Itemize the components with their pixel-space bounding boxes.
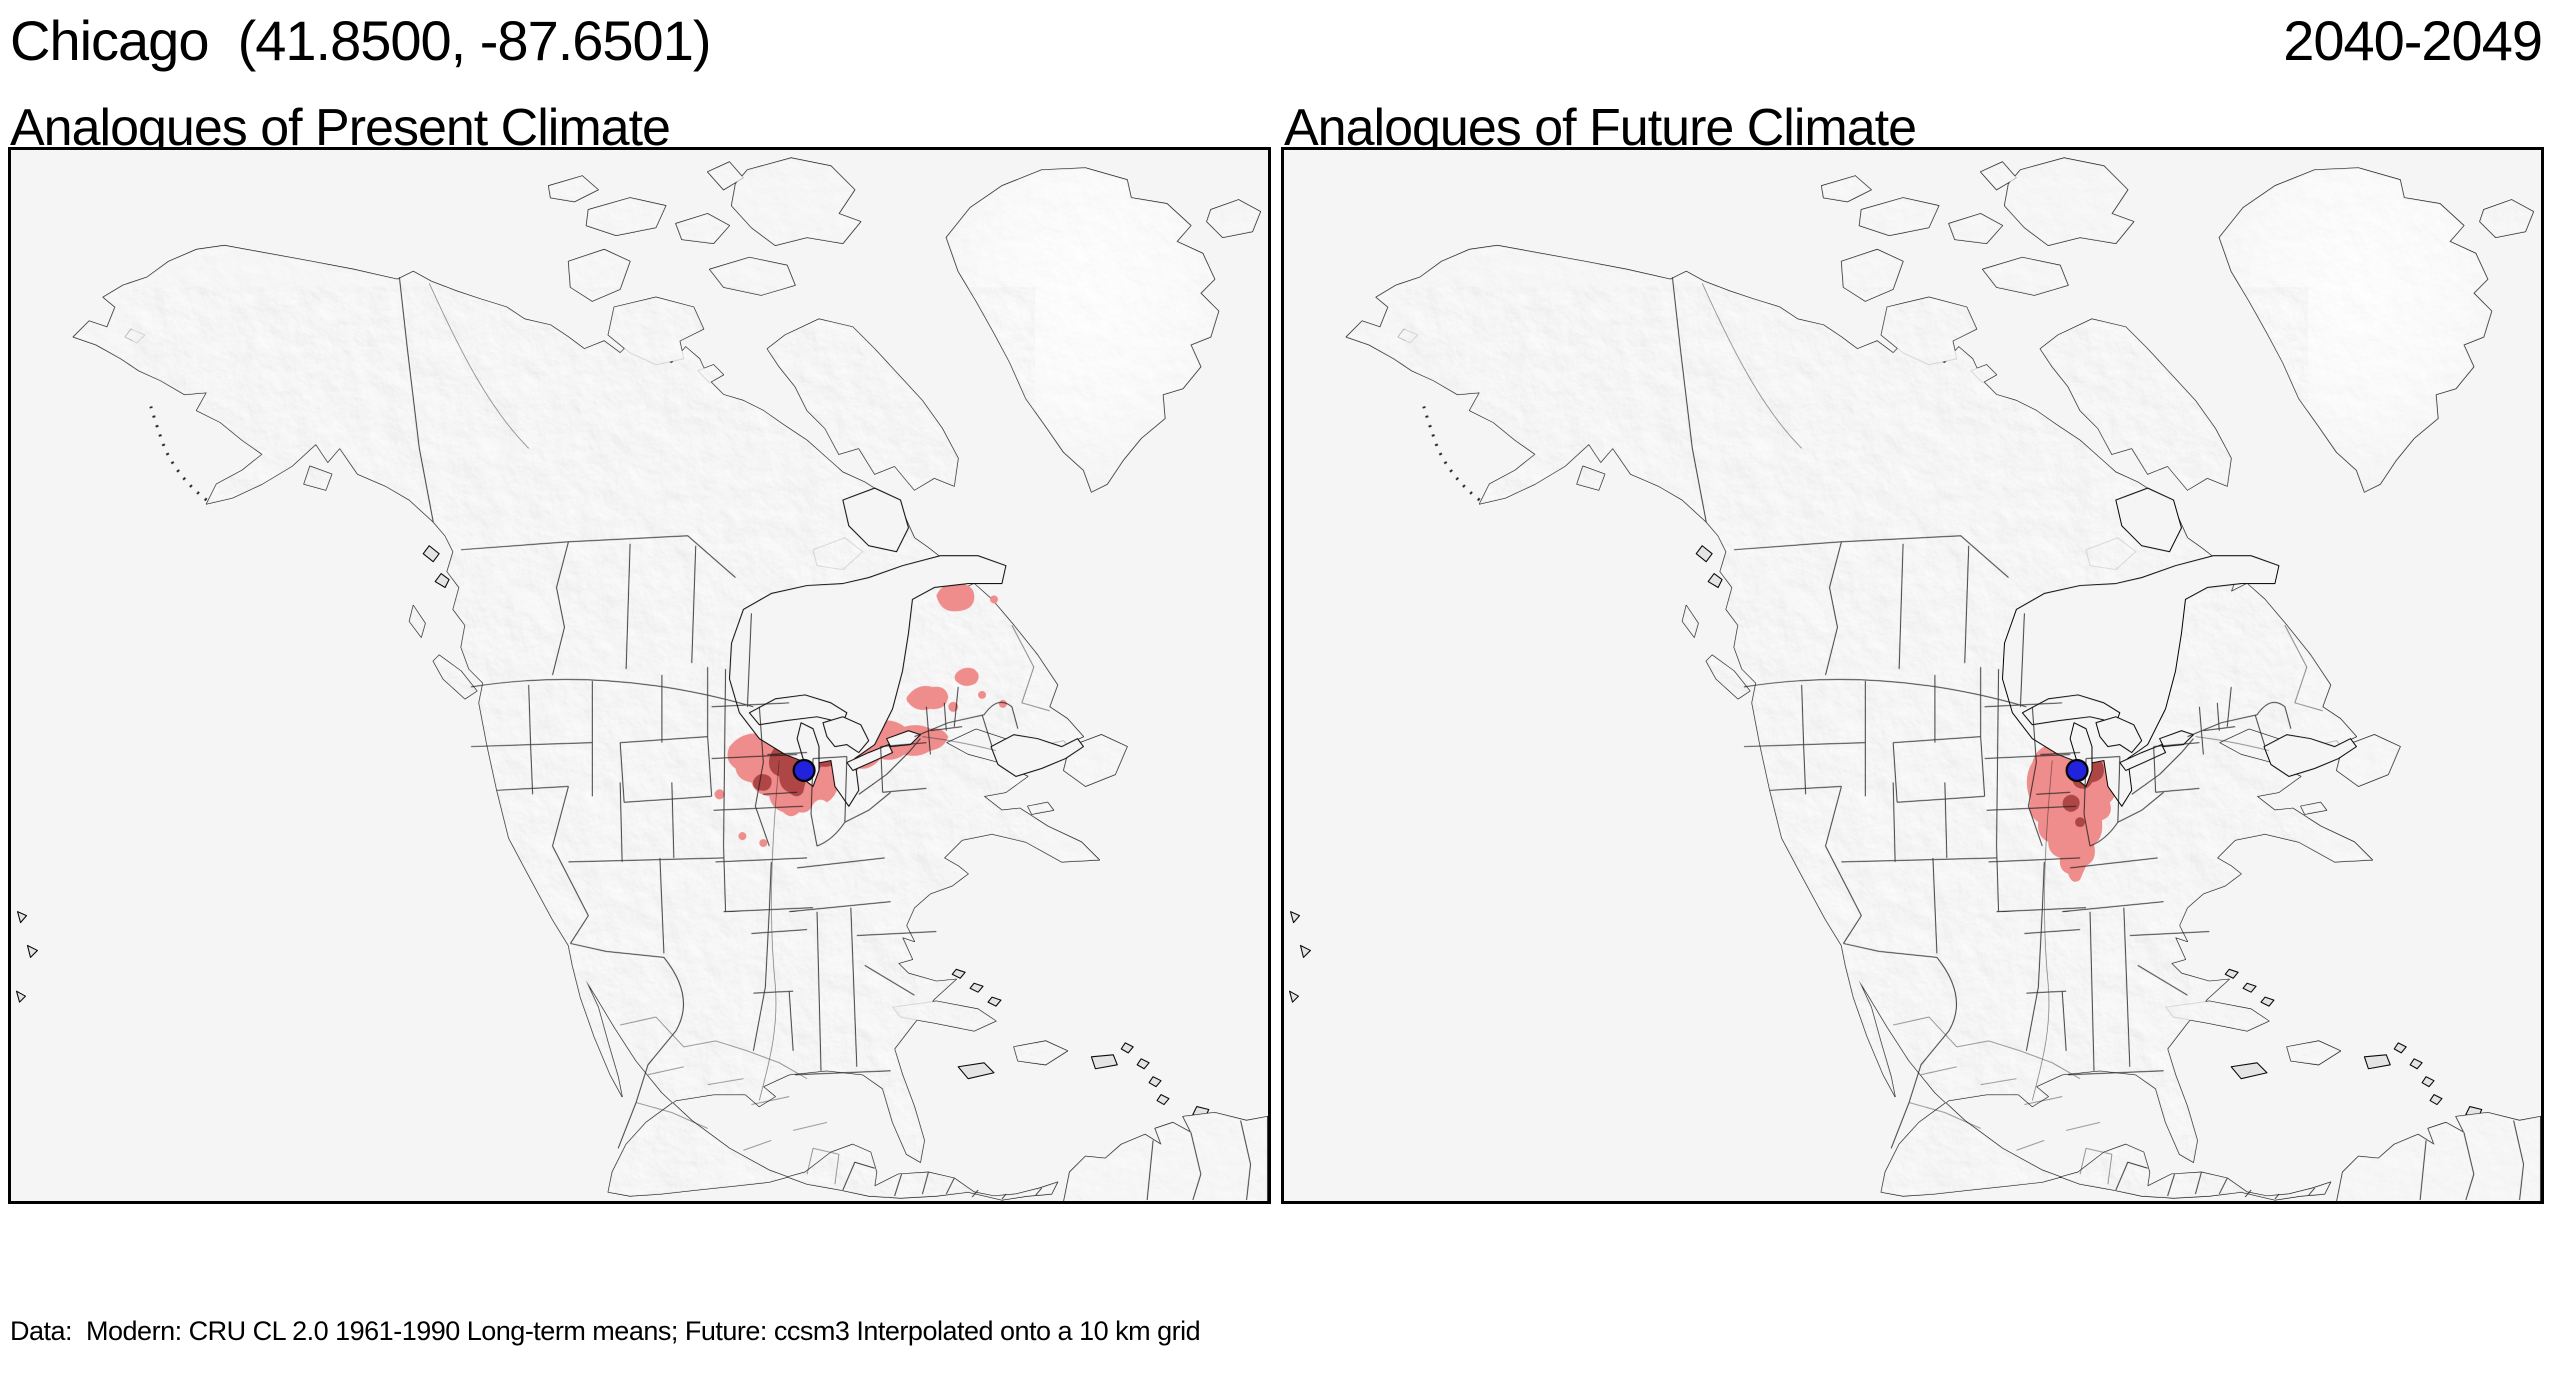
footer-credits: Data: Modern: CRU CL 2.0 1961-1990 Long-…	[10, 1226, 1875, 1383]
page-title: Chicago (41.8500, -87.6501)	[10, 9, 711, 72]
city-marker	[792, 758, 816, 782]
city-marker	[2065, 758, 2089, 782]
map-panel-future	[1281, 147, 2544, 1204]
period-label: 2040-2049	[2283, 9, 2543, 72]
footer-line-data: Data: Modern: CRU CL 2.0 1961-1990 Long-…	[10, 1316, 1201, 1346]
map-future	[1284, 150, 2541, 1201]
map-present	[11, 150, 1268, 1201]
map-panel-present	[8, 147, 1271, 1204]
